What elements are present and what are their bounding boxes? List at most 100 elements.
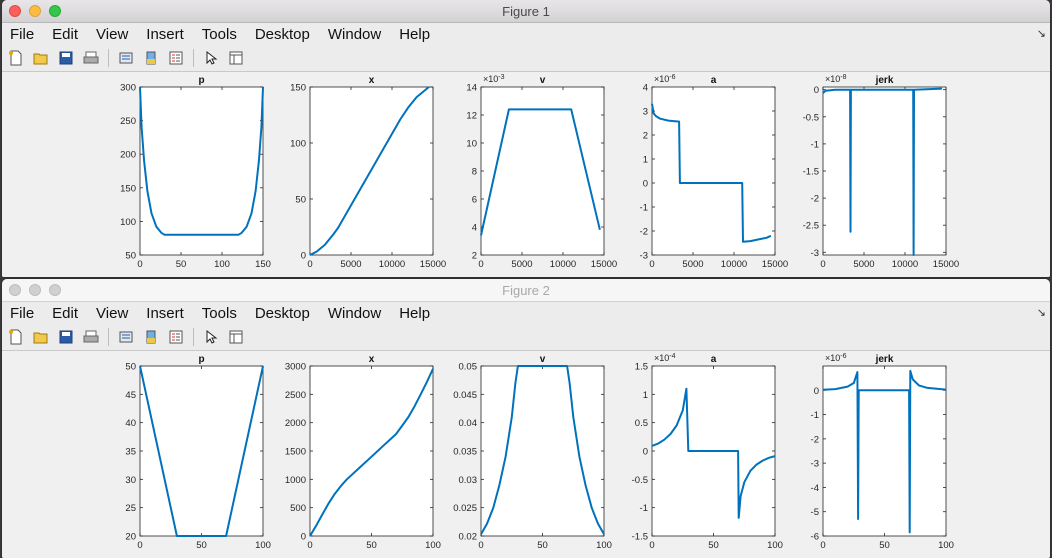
y-tick-label: -6 (811, 532, 819, 543)
x-tick-label: 15000 (933, 259, 959, 270)
menu-window[interactable]: Window (327, 304, 382, 322)
y-tick-label: 0.02 (459, 532, 478, 543)
new-figure-icon[interactable] (8, 329, 24, 345)
menu-desktop[interactable]: Desktop (254, 304, 310, 322)
y-tick-label: 50 (125, 362, 136, 373)
x-tick-label: 0 (478, 540, 483, 551)
colorbar-icon[interactable] (143, 329, 159, 345)
data-line (651, 103, 772, 243)
y-tick-label: 0.03 (459, 475, 478, 486)
menu-file[interactable]: File (10, 304, 35, 322)
link-plot-icon[interactable] (118, 329, 134, 345)
y-tick-label: -1.5 (632, 532, 648, 543)
menu-insert[interactable]: Insert (146, 304, 184, 322)
menu-file[interactable]: File (10, 25, 35, 43)
menu-tools[interactable]: Tools (201, 304, 237, 322)
menu-view[interactable]: View (96, 304, 129, 322)
menu-help[interactable]: Help (399, 304, 431, 322)
x-tick-label: 50 (537, 540, 548, 551)
menu-bar: File Edit View Insert Tools Desktop Window Help… (2, 23, 1050, 45)
axes-x[interactable]: x 0 50 100 3000 2500 2000 1500 1000 500 0 (285, 354, 441, 551)
y-tick-label: 45 (125, 390, 136, 401)
figure-window[interactable]: Figure 2 File Edit View Insert Tools Desktop Wi… (2, 279, 1050, 558)
minimize-window-icon[interactable] (29, 284, 41, 296)
pointer-icon[interactable] (203, 50, 219, 66)
y-tick-label: -1 (811, 139, 819, 150)
y-tick-label: -0.5 (632, 475, 648, 486)
close-window-icon[interactable] (9, 284, 21, 296)
axes-x[interactable]: x 0 5000 10000 15000 150 100 50 0 (290, 75, 446, 270)
zoom-window-icon[interactable] (49, 284, 61, 296)
legend-icon[interactable] (168, 50, 184, 66)
axes-title: p (198, 354, 204, 365)
x-tick-label: 10000 (550, 259, 576, 270)
menu-view[interactable]: View (96, 25, 129, 43)
data-line (822, 87, 942, 256)
y-tick-label: 1000 (285, 475, 306, 486)
x-tick-label: 0 (137, 259, 142, 270)
axes-v[interactable]: v 0 5000 10000 15000 14 12 10 8 6 4 2 ×10-3 (466, 74, 617, 270)
colorbar-icon[interactable] (143, 50, 159, 66)
dock-arrow-icon[interactable]: ↘ (1036, 307, 1046, 319)
y-tick-label: 250 (120, 116, 136, 127)
x-tick-label: 150 (255, 259, 271, 270)
y-tick-label: -2 (640, 227, 648, 238)
menu-insert[interactable]: Insert (146, 25, 184, 43)
property-editor-icon[interactable] (228, 329, 244, 345)
save-icon[interactable] (58, 50, 74, 66)
axes-v[interactable]: v 0 50 100 0.05 0.045 0.04 0.035 0.03 0.025 0.02 (453, 354, 612, 551)
y-tick-label: 150 (120, 183, 136, 194)
x-tick-label: 15000 (762, 259, 788, 270)
open-file-icon[interactable] (33, 329, 49, 345)
y-tick-label: 1.5 (635, 362, 648, 373)
menu-desktop[interactable]: Desktop (254, 25, 310, 43)
print-icon[interactable] (83, 329, 99, 345)
figure-toolbar (2, 324, 1050, 351)
axes-title: x (369, 354, 375, 365)
window-title: Figure 1 (502, 4, 550, 19)
menu-edit[interactable]: Edit (52, 304, 79, 322)
y-tick-label: -3 (811, 248, 819, 259)
y-tick-label: -0.5 (803, 112, 819, 123)
axes-jerk[interactable]: jerk 0 5000 10000 15000 0 -0.5 -1 -1.5 -2 -2.5 -3 ×1… (803, 74, 960, 270)
link-plot-icon[interactable] (118, 50, 134, 66)
menu-tools[interactable]: Tools (201, 25, 237, 43)
y-tick-label: 3 (643, 107, 648, 118)
y-tick-label: 1 (643, 155, 648, 166)
print-icon[interactable] (83, 50, 99, 66)
y-tick-label: 4 (472, 223, 477, 234)
open-file-icon[interactable] (33, 50, 49, 66)
y-tick-label: 2 (472, 251, 477, 262)
menu-edit[interactable]: Edit (52, 25, 79, 43)
axes-box (139, 365, 264, 537)
save-icon[interactable] (58, 329, 74, 345)
y-tick-label: 150 (290, 83, 306, 94)
y-tick-label: 1500 (285, 447, 306, 458)
dock-arrow-icon[interactable]: ↘ (1036, 28, 1046, 40)
window-title-bar[interactable]: Figure 2 (2, 279, 1050, 302)
zoom-window-icon[interactable] (49, 5, 61, 17)
y-tick-label: 12 (466, 111, 477, 122)
close-window-icon[interactable] (9, 5, 21, 17)
y-tick-label: 8 (472, 167, 477, 178)
axes-a[interactable]: a 0 50 100 1.5 1 0.5 0 -0.5 -1 -1.5 ×10-4 (632, 353, 783, 551)
axes-jerk[interactable]: jerk 0 50 100 0 -1 -2 -3 -4 -5 -6 ×10-6 (811, 353, 954, 551)
menu-window[interactable]: Window (327, 25, 382, 43)
property-editor-icon[interactable] (228, 50, 244, 66)
new-figure-icon[interactable] (8, 50, 24, 66)
legend-icon[interactable] (168, 329, 184, 345)
menu-help[interactable]: Help (399, 25, 431, 43)
pointer-icon[interactable] (203, 329, 219, 345)
window-title-bar[interactable]: Figure 1 (2, 0, 1050, 23)
x-tick-label: 0 (649, 540, 654, 551)
figure-window[interactable]: Figure 1 File Edit View Insert Tools Desktop Wi… (2, 0, 1050, 277)
axes-a[interactable]: a 0 5000 10000 15000 4 3 2 1 0 -1 -2 -3 ×10-6 (640, 74, 789, 270)
x-tick-label: 50 (879, 540, 890, 551)
y-tick-label: -1 (640, 203, 648, 214)
y-tick-label: 200 (120, 150, 136, 161)
minimize-window-icon[interactable] (29, 5, 41, 17)
y-tick-label: 2500 (285, 390, 306, 401)
axes-p[interactable]: p 0 50 100 50 45 40 35 30 25 20 (125, 354, 271, 551)
x-tick-label: 100 (425, 540, 441, 551)
